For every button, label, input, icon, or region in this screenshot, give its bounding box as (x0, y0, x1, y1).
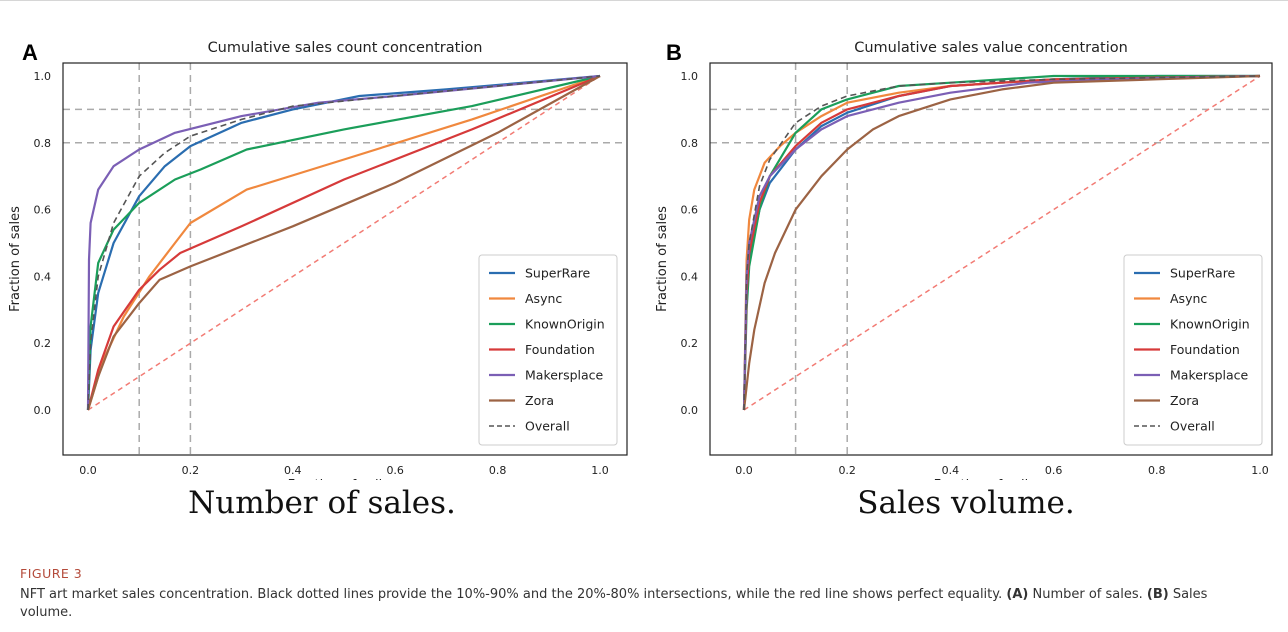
legend-label: Zora (525, 393, 554, 408)
x-tick-label: 0.8 (1148, 464, 1166, 477)
x-axis-label: Fraction of sellers (288, 478, 403, 480)
legend-box (478, 254, 618, 446)
panel-a-subcaption: Number of sales. (188, 485, 456, 521)
legend-label: SuperRare (1170, 266, 1236, 281)
chart-title: Cumulative sales value concentration (854, 40, 1128, 56)
y-tick-label: 0.0 (34, 404, 52, 417)
figure-caption-a-tag: (A) (1006, 587, 1029, 602)
y-axis-label: Fraction of sales (8, 206, 23, 312)
y-tick-label: 0.4 (681, 270, 699, 283)
y-tick-label: 0.8 (681, 137, 699, 150)
y-tick-label: 1.0 (34, 70, 52, 83)
legend-label: Foundation (525, 342, 595, 357)
legend: SuperRare Async KnownOrigin Foundation Maker… (1123, 254, 1263, 446)
x-tick-label: 0.0 (735, 464, 753, 477)
series-line-makersplace (742, 74, 1261, 411)
legend-label: Overall (1170, 419, 1215, 434)
x-tick-label: 0.6 (386, 464, 404, 477)
panel-b-subcaption: Sales volume. (857, 485, 1075, 521)
x-axis-label: Fraction of sellers (934, 478, 1049, 480)
y-tick-label: 0.8 (34, 137, 52, 150)
x-tick-label: 0.0 (79, 464, 97, 477)
series-line-knownorigin (86, 74, 601, 411)
panel-letter: A (22, 40, 38, 65)
panel-b: B Cumulative sales value concentration 0.0… (644, 0, 1288, 530)
legend-box (1123, 254, 1263, 446)
chart-title: Cumulative sales count concentration (208, 40, 483, 56)
legend-label: Overall (525, 419, 570, 434)
y-tick-label: 1.0 (681, 70, 699, 83)
y-tick-label: 0.4 (34, 270, 52, 283)
series-line-superrare (86, 74, 601, 411)
x-tick-label: 0.8 (489, 464, 507, 477)
figure-caption-b-text: Sales volume. (20, 587, 1208, 620)
series-line-foundation (86, 74, 601, 411)
legend: SuperRare Async KnownOrigin Foundation Maker… (478, 254, 618, 446)
y-tick-label: 0.2 (34, 337, 52, 350)
chart-count-concentration: A Cumulative sales count concentration 0.0… (8, 40, 628, 480)
legend-label: KnownOrigin (525, 317, 605, 332)
y-axis-label: Fraction of sales (655, 206, 670, 312)
figure-caption-b-tag: (B) (1146, 587, 1169, 602)
y-tick-label: 0.6 (34, 204, 52, 217)
y-tick-label: 0.6 (681, 204, 699, 217)
x-tick-label: 0.4 (942, 464, 960, 477)
y-tick-label: 0.2 (681, 337, 699, 350)
plot-frame (709, 62, 1273, 456)
plot-frame (62, 62, 628, 456)
equality-line (743, 75, 1261, 411)
legend-label: Zora (1170, 393, 1199, 408)
x-tick-label: 1.0 (591, 464, 609, 477)
legend-label: KnownOrigin (1170, 317, 1250, 332)
y-tick-label: 0.0 (681, 404, 699, 417)
chart-value-concentration: B Cumulative sales value concentration 0.0… (655, 40, 1273, 480)
legend-label: Makersplace (525, 368, 604, 383)
x-tick-label: 0.4 (284, 464, 302, 477)
series-line-zora (742, 74, 1261, 411)
x-tick-label: 0.6 (1045, 464, 1063, 477)
top-rule (0, 0, 1288, 1)
panel-a: A Cumulative sales count concentration 0.0… (0, 0, 644, 530)
series-line-zora (86, 75, 601, 411)
figure-label: FIGURE 3 (20, 566, 83, 581)
legend-label: Async (525, 291, 562, 306)
legend-label: SuperRare (525, 266, 591, 281)
figure-caption-a-text: Number of sales. (1032, 587, 1143, 602)
legend-label: Async (1170, 291, 1207, 306)
legend-label: Makersplace (1170, 368, 1249, 383)
equality-line (87, 75, 601, 411)
x-tick-label: 0.2 (182, 464, 200, 477)
panel-letter: B (666, 40, 682, 65)
figure-caption: NFT art market sales concentration. Blac… (20, 586, 1260, 622)
series-line-overall (743, 75, 1261, 411)
x-tick-label: 0.2 (838, 464, 856, 477)
figure-caption-main: NFT art market sales concentration. Blac… (20, 587, 1003, 602)
series-line-overall (87, 75, 601, 411)
x-tick-label: 1.0 (1251, 464, 1269, 477)
legend-label: Foundation (1170, 342, 1240, 357)
